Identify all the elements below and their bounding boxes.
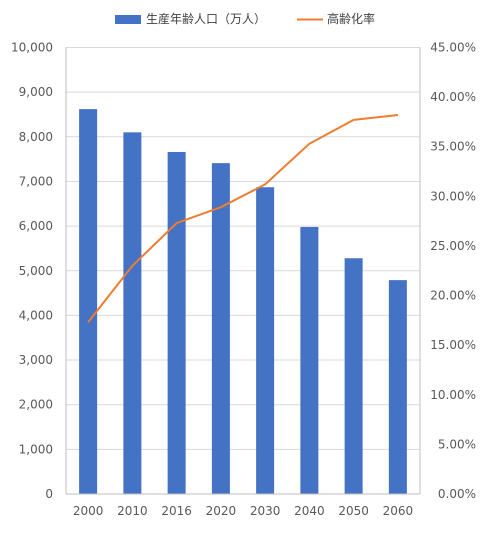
y-left-tick-label: 9,000 xyxy=(19,85,53,99)
bar xyxy=(389,280,407,494)
y-right-tick-label: 0.00% xyxy=(438,487,476,501)
y-left-tick-label: 1,000 xyxy=(19,442,53,456)
y-left-tick-label: 6,000 xyxy=(19,219,53,233)
y-left-tick-label: 2,000 xyxy=(19,398,53,412)
y-right-tick-label: 30.00% xyxy=(430,189,476,203)
x-tick-label: 2020 xyxy=(206,504,237,518)
bar xyxy=(345,258,363,494)
bar xyxy=(300,227,318,494)
y-left-tick-label: 7,000 xyxy=(19,174,53,188)
y-right-tick-label: 35.00% xyxy=(430,140,476,154)
y-right-tick-label: 40.00% xyxy=(430,90,476,104)
y-right-tick-label: 25.00% xyxy=(430,239,476,253)
y-right-tick-label: 5.00% xyxy=(438,437,476,451)
y-right-tick-label: 45.00% xyxy=(430,41,476,55)
x-tick-label: 2040 xyxy=(294,504,325,518)
x-tick-label: 2060 xyxy=(383,504,414,518)
y-left-tick-label: 4,000 xyxy=(19,308,53,322)
legend-bar-label: 生産年齢人口（万人） xyxy=(146,11,266,26)
x-tick-label: 2030 xyxy=(250,504,281,518)
y-left-tick-label: 8,000 xyxy=(19,130,53,144)
x-tick-label: 2000 xyxy=(73,504,104,518)
y-left-tick-label: 3,000 xyxy=(19,353,53,367)
y-right-tick-label: 15.00% xyxy=(430,338,476,352)
y-left-tick-label: 10,000 xyxy=(11,41,53,55)
legend-line-label: 高齢化率 xyxy=(327,11,375,26)
gridlines xyxy=(66,48,420,495)
legend-bar-swatch xyxy=(115,15,141,24)
bar xyxy=(256,187,274,494)
legend: 生産年齢人口（万人） 高齢化率 xyxy=(115,11,375,26)
y-right-tick-label: 10.00% xyxy=(430,388,476,402)
bar xyxy=(212,163,230,494)
bar xyxy=(168,152,186,494)
x-tick-label: 2010 xyxy=(117,504,148,518)
y-left-tick-label: 0 xyxy=(45,487,53,501)
y-left-tick-label: 5,000 xyxy=(19,264,53,278)
y-right-tick-label: 20.00% xyxy=(430,289,476,303)
bar-series xyxy=(79,109,407,494)
x-tick-label: 2050 xyxy=(338,504,369,518)
x-tick-label: 2016 xyxy=(161,504,192,518)
bar xyxy=(123,132,141,494)
bar xyxy=(79,109,97,494)
